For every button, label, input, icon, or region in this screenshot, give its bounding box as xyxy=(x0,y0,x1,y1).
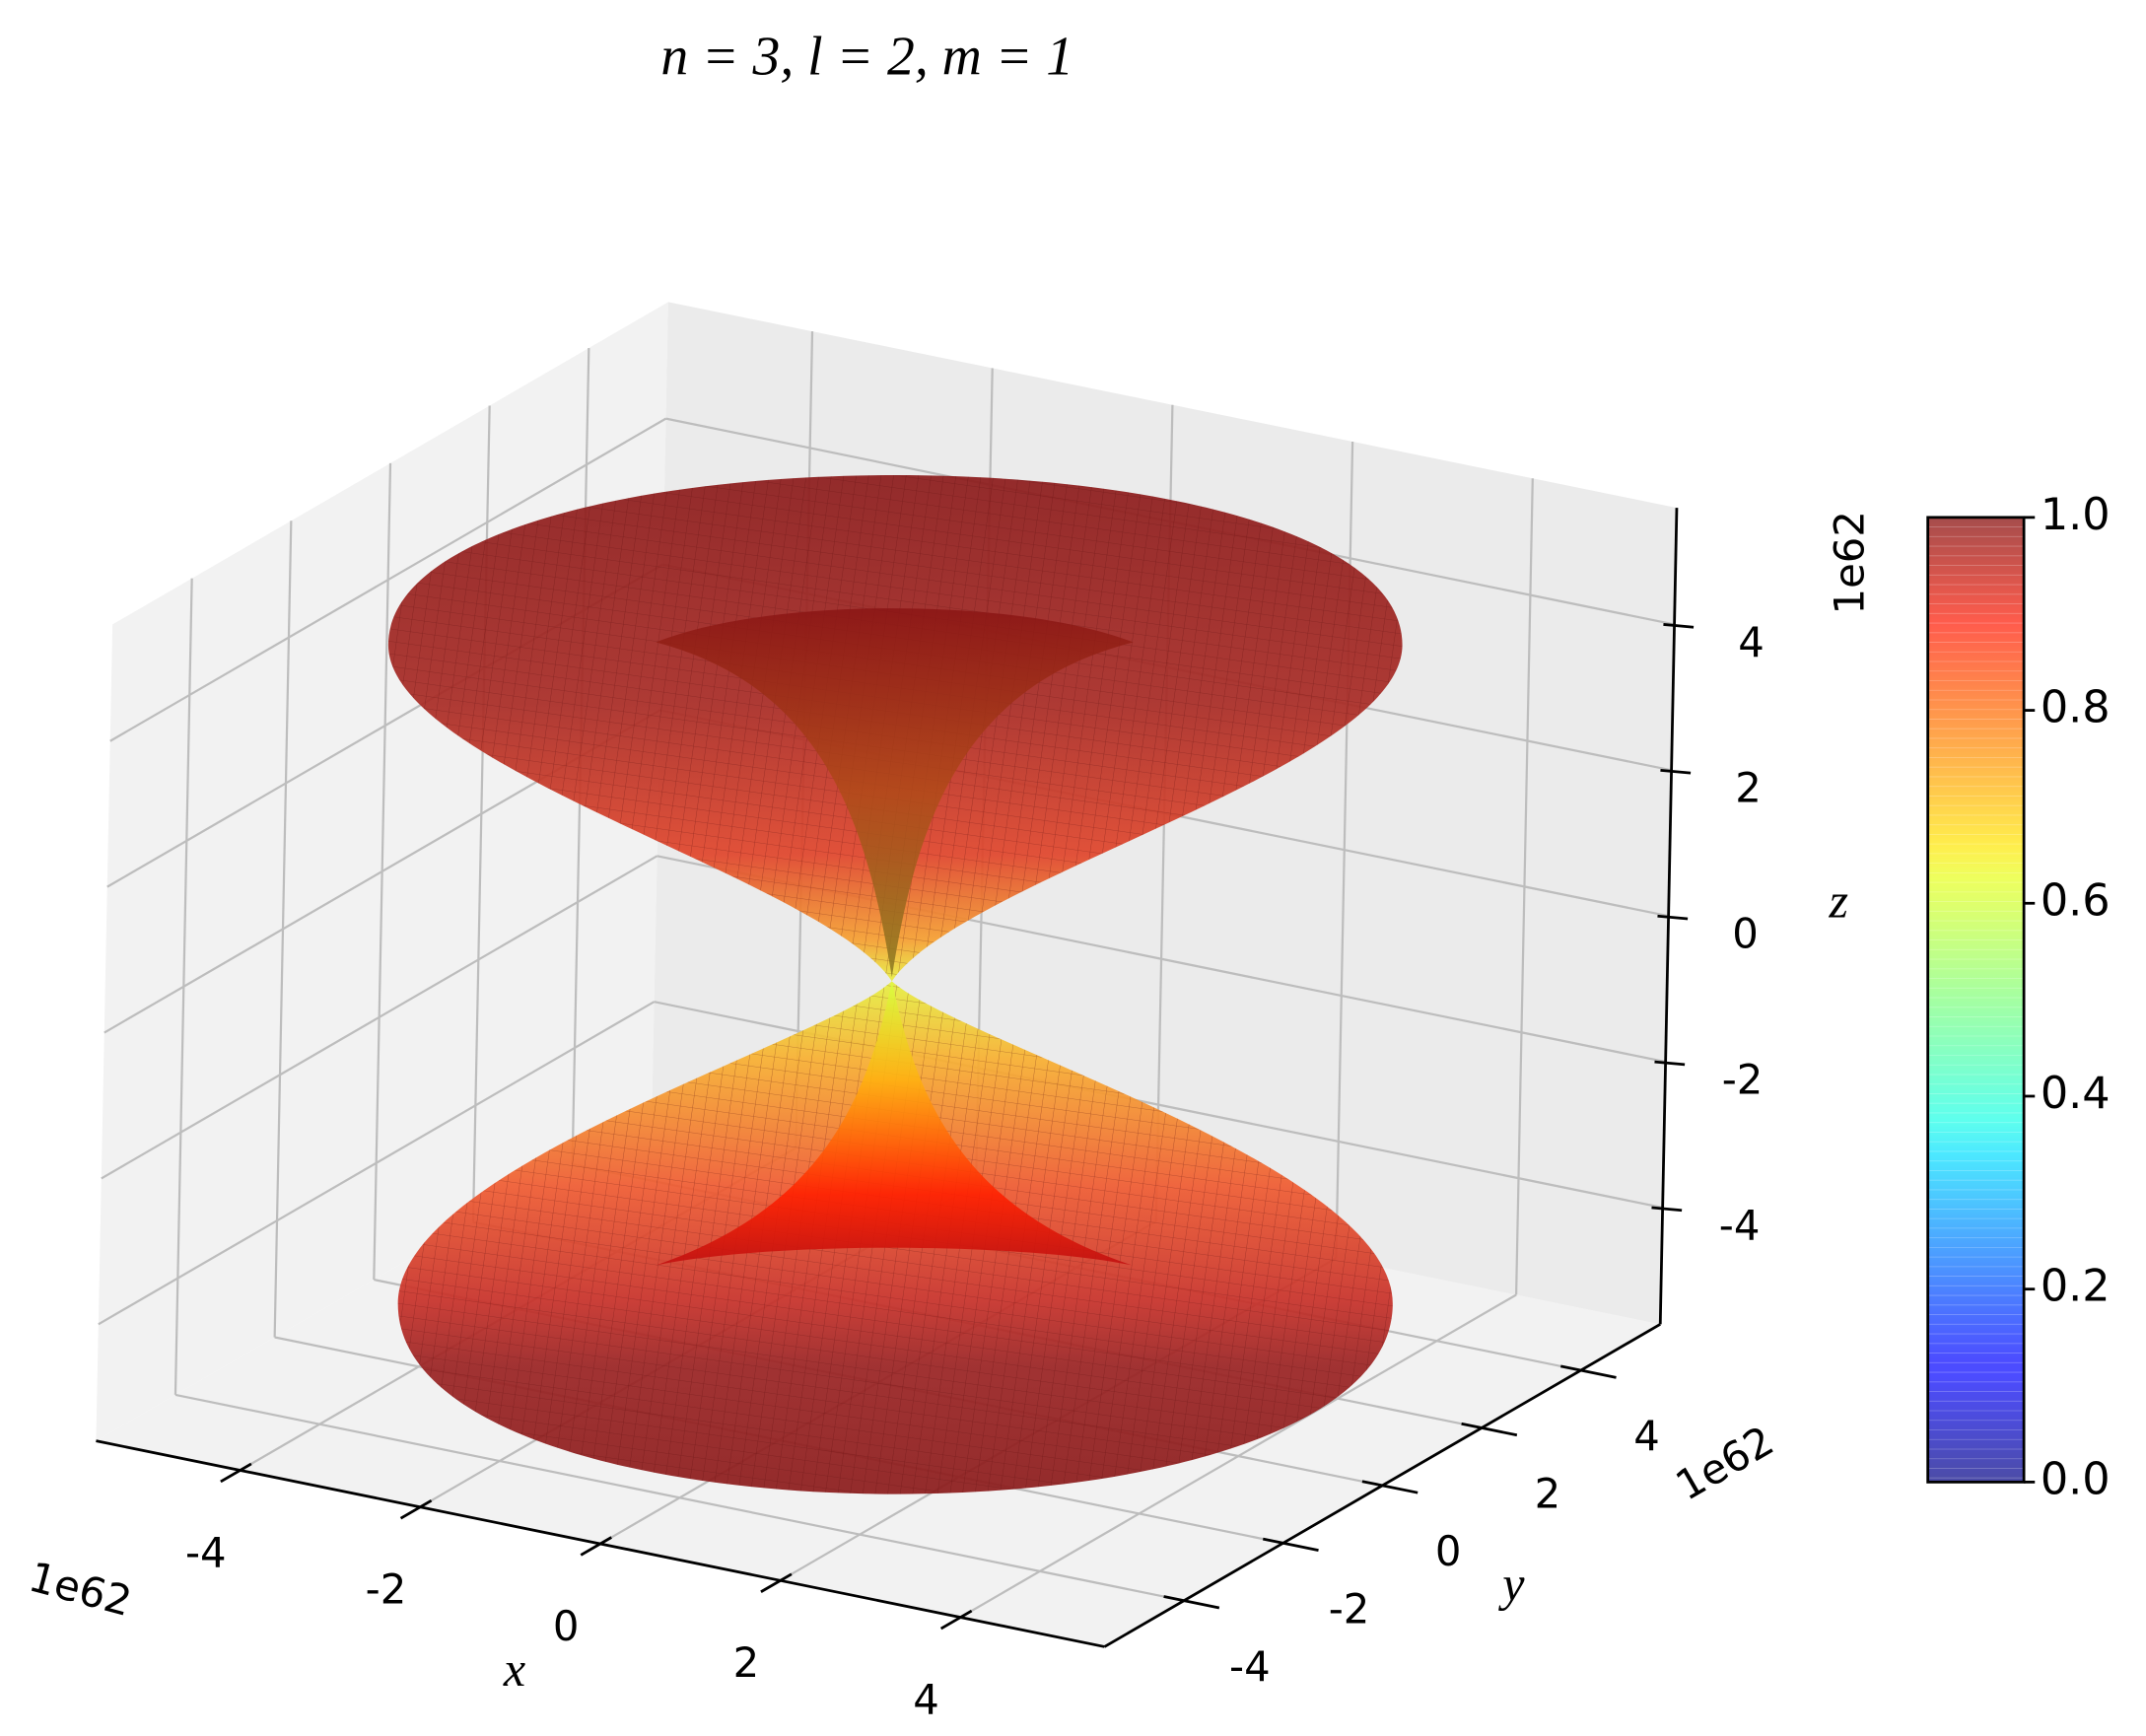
z-tick-label: 4 xyxy=(1738,618,1765,666)
colorbar-tick-label: 0.4 xyxy=(2041,1068,2111,1119)
grid-line xyxy=(174,1393,1185,1602)
x-axis-label: x xyxy=(503,1641,525,1697)
y-tick xyxy=(1461,1422,1518,1437)
y-tick-label: 4 xyxy=(1633,1412,1660,1460)
x-axis-line xyxy=(96,1439,1105,1648)
z-tick-label: -4 xyxy=(1719,1201,1761,1249)
y-tick xyxy=(1163,1595,1220,1610)
z-axis-line xyxy=(1658,508,1679,1325)
y-axis-line xyxy=(1103,1323,1661,1648)
chart-title: n = 3, l = 2, m = 1 xyxy=(660,27,1073,88)
z-tick-label: 2 xyxy=(1735,764,1762,812)
z-axis-label: z xyxy=(1828,872,1848,928)
y-tick-label: -4 xyxy=(1229,1642,1271,1691)
colorbar-tick-label: 0.2 xyxy=(2041,1261,2111,1312)
z-tick xyxy=(1663,623,1695,629)
z-tick xyxy=(1660,768,1692,775)
colorbar: 0.0 0.2 0.4 0.6 0.8 1.0 xyxy=(1926,489,2111,1504)
x-tick xyxy=(760,1572,793,1593)
axes: -4 -2 0 2 4 -4 -2 0 2 4 -4 -2 0 2 4 xyxy=(96,508,1765,1723)
z-tick-label: 0 xyxy=(1732,910,1759,958)
x-tick-label: 2 xyxy=(733,1638,760,1687)
z-offset-text: 1e62 xyxy=(1826,511,1874,614)
colorbar-tick-label: 0.8 xyxy=(2041,682,2111,733)
colorbar-tick-label: 0.0 xyxy=(2041,1453,2111,1504)
x-tick xyxy=(939,1609,973,1631)
colorbar-frame xyxy=(1926,516,2026,1484)
y-tick-label: 0 xyxy=(1435,1527,1462,1575)
z-tick-label: -2 xyxy=(1722,1055,1764,1103)
z-tick xyxy=(1657,914,1689,921)
grid-line xyxy=(98,1001,656,1326)
x-tick-label: -2 xyxy=(366,1565,407,1614)
z-tick xyxy=(1654,1060,1686,1067)
orbital-surface xyxy=(387,475,1403,1494)
grid-line xyxy=(101,855,658,1180)
x-tick-label: 4 xyxy=(913,1675,939,1723)
x-tick-label: 0 xyxy=(553,1602,580,1650)
x-tick xyxy=(580,1536,612,1557)
x-tick-label: -4 xyxy=(185,1528,227,1576)
colorbar-tick-label: 0.6 xyxy=(2041,874,2111,926)
y-tick xyxy=(1262,1537,1319,1552)
x-tick xyxy=(399,1499,433,1520)
y-tick xyxy=(1559,1364,1617,1379)
y-offset-text: 1e62 xyxy=(1668,1417,1782,1510)
upper-funnel xyxy=(656,608,1134,978)
y-tick-label: 2 xyxy=(1535,1470,1561,1518)
colorbar-tick-label: 1.0 xyxy=(2041,489,2111,540)
lower-funnel xyxy=(656,981,1133,1266)
y-tick-label: -2 xyxy=(1329,1584,1370,1632)
colorbar-fill xyxy=(1927,517,2025,1483)
y-tick xyxy=(1361,1480,1419,1494)
y-axis-label: y xyxy=(1497,1556,1525,1611)
z-tick xyxy=(1651,1206,1683,1213)
x-offset-text: 1e62 xyxy=(24,1553,136,1627)
grid-line xyxy=(109,417,667,742)
x-tick xyxy=(220,1462,252,1484)
